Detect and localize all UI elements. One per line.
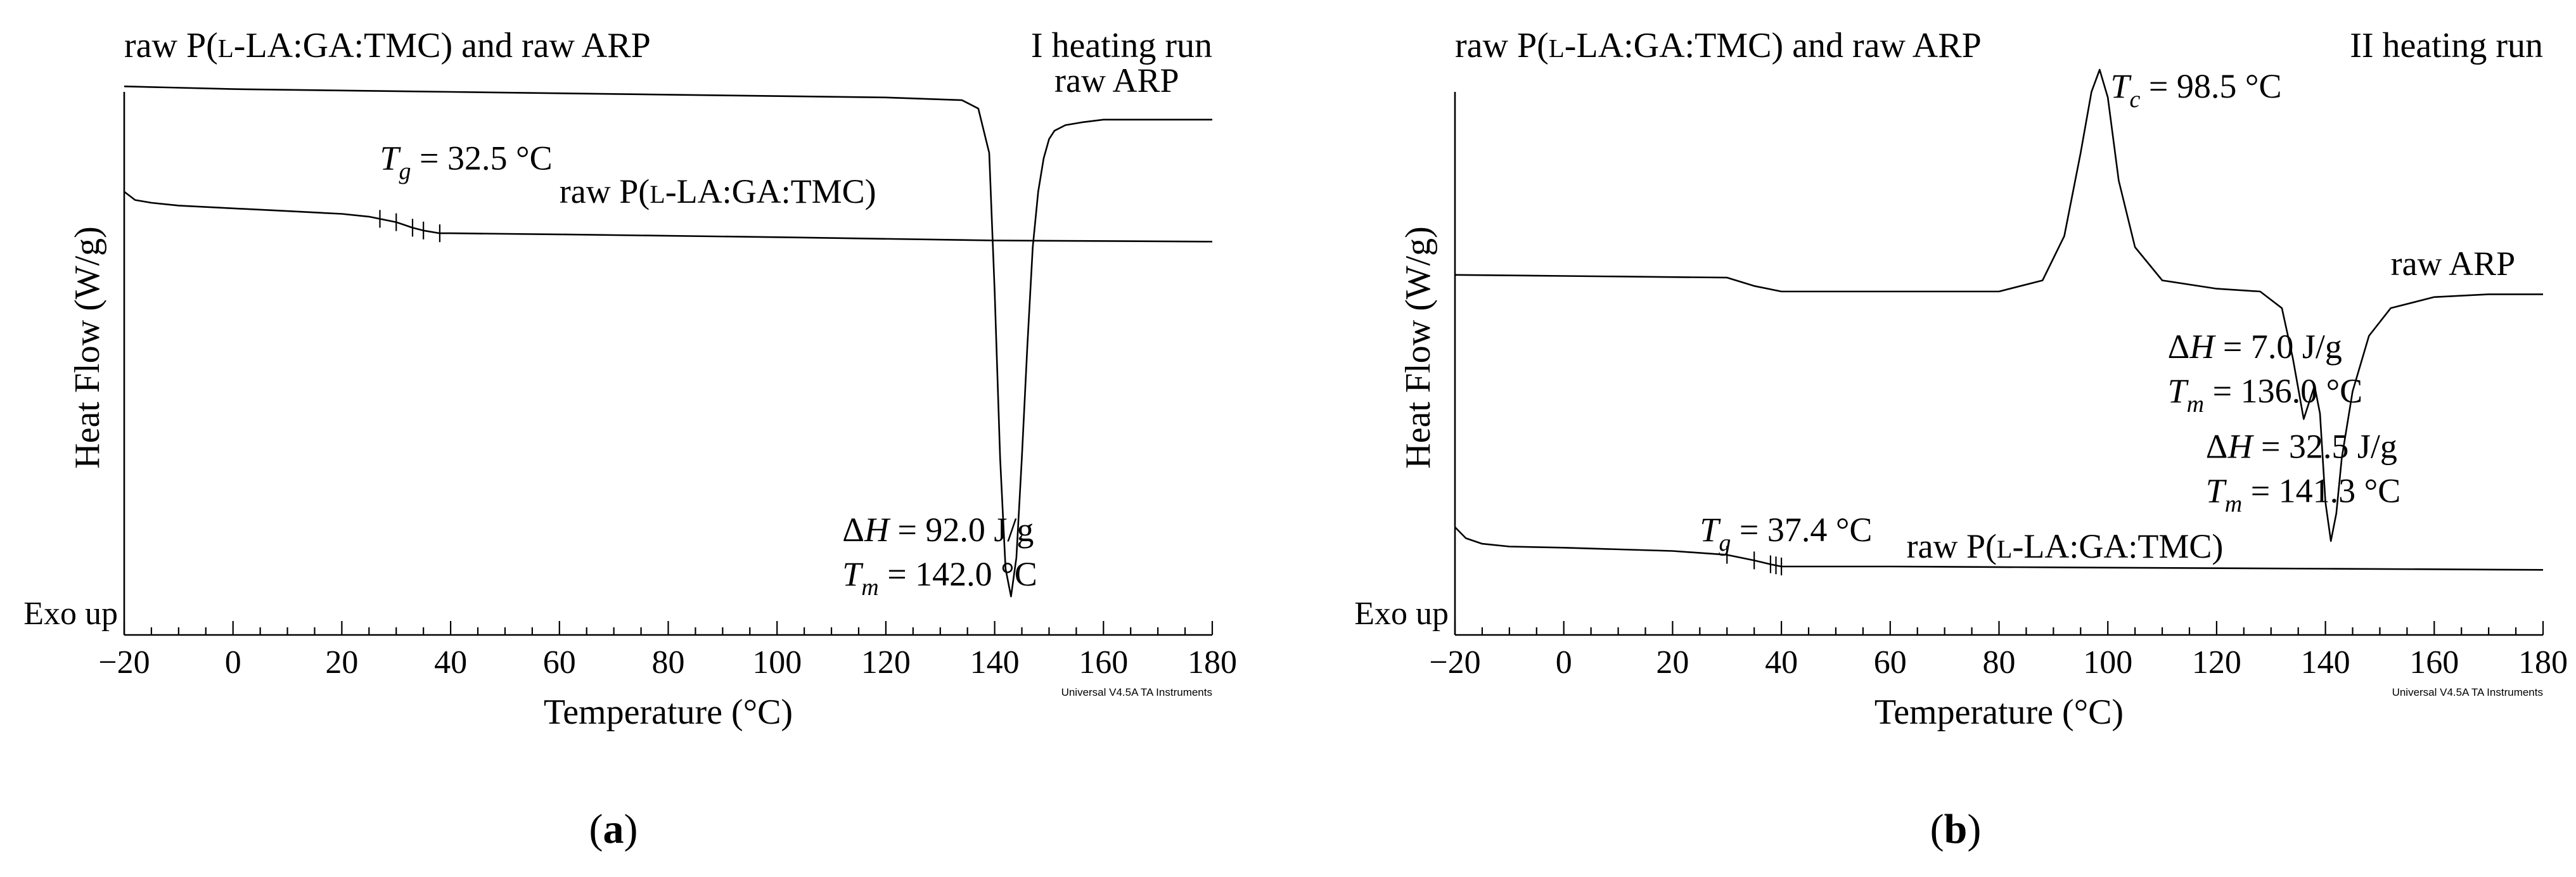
series-label: raw P(L-LA:GA:TMC): [1907, 527, 2224, 565]
x-tick-label: 0: [225, 644, 241, 681]
x-tick-label: 20: [325, 644, 358, 681]
x-tick-label: 180: [1188, 644, 1237, 681]
chart-title-right: II heating run: [2350, 26, 2543, 65]
x-tick-label: 60: [543, 644, 576, 681]
series-label: raw P(L-LA:GA:TMC): [560, 172, 876, 210]
panel-label: (a): [589, 806, 638, 852]
panel-label: (b): [1930, 806, 1982, 852]
series-line-raw-polymer: [1454, 526, 2544, 571]
x-tick-label: −20: [1429, 644, 1480, 681]
chart-title-left: raw P(L-LA:GA:TMC) and raw ARP: [1455, 26, 1982, 65]
annotation-enthalpy: ΔH = 7.0 J/g: [2168, 328, 2342, 366]
instrument-watermark: Universal V4.5A TA Instruments: [2392, 686, 2543, 698]
annotation-tm: Tm = 142.0 °C: [842, 555, 1037, 601]
x-axis-label: Temperature (°C): [544, 693, 793, 732]
exo-up-label: Exo up: [1354, 596, 1449, 632]
x-tick-label: 120: [2192, 644, 2241, 681]
x-tick-label: −20: [98, 644, 150, 681]
exo-up-label: Exo up: [23, 596, 118, 632]
annotation-enthalpy: ΔH = 92.0 J/g: [842, 511, 1034, 549]
x-tick-label: 20: [1656, 644, 1689, 681]
x-tick-label: 80: [652, 644, 685, 681]
x-tick-label: 120: [861, 644, 911, 681]
x-tick-label: 140: [970, 644, 1020, 681]
x-tick-label: 160: [2409, 644, 2459, 681]
chart-title-left: raw P(L-LA:GA:TMC) and raw ARP: [124, 26, 651, 65]
x-tick-label: 0: [1556, 644, 1572, 681]
x-tick-label: 100: [2083, 644, 2132, 681]
annotation-tm: Tm = 136.0 °C: [2168, 372, 2363, 418]
x-tick-label: 100: [752, 644, 802, 681]
x-tick-label: 160: [1079, 644, 1128, 681]
instrument-watermark: Universal V4.5A TA Instruments: [1061, 686, 1212, 698]
x-tick-label: 40: [1765, 644, 1798, 681]
series-label: raw ARP: [2391, 245, 2516, 283]
x-tick-label: 180: [2518, 644, 2568, 681]
y-axis-label: Heat Flow (W/g): [68, 226, 107, 469]
annotation-tg: Tg = 32.5 °C: [380, 139, 552, 185]
annotation-enthalpy: ΔH = 32.5 J/g: [2206, 428, 2397, 466]
annotation-tg: Tg = 37.4 °C: [1700, 511, 1872, 556]
series-line-raw-arp: [1454, 68, 2543, 542]
annotation-tc: Tc = 98.5 °C: [2110, 67, 2281, 113]
series-line-raw-arp: [124, 86, 1212, 598]
chart-title-right: I heating run: [1031, 26, 1212, 65]
x-tick-label: 80: [1983, 644, 2016, 681]
x-tick-label: 140: [2301, 644, 2350, 681]
y-axis-label: Heat Flow (W/g): [1399, 226, 1438, 469]
chart-panel-a: −20 0 20 40 60 80 100 120 140 160 180 Temperature (…: [23, 26, 1237, 852]
annotation-tm: Tm = 141.3 °C: [2206, 472, 2401, 518]
x-tick-label: 60: [1874, 644, 1907, 681]
x-tick-label: 40: [434, 644, 467, 681]
x-axis-label: Temperature (°C): [1874, 693, 2124, 732]
series-label: raw ARP: [1054, 61, 1179, 99]
chart-panel-b: −20 0 20 40 60 80 100 120 140 160 180 Temperature (…: [1354, 26, 2568, 852]
